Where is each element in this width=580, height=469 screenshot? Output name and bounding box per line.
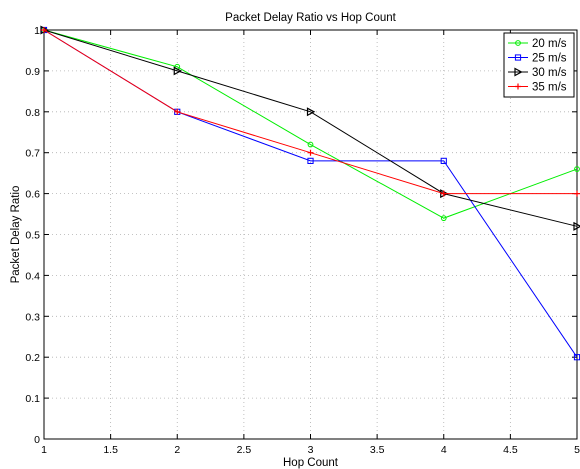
y-tick-label: 0.5 [25,230,40,242]
x-tick-label: 5 [574,444,580,456]
y-tick-label: 0.2 [25,352,40,364]
data-point [41,27,47,33]
legend-item: 20 m/s [508,38,567,50]
x-tick-label: 1.5 [103,444,118,456]
data-point [174,108,181,115]
series-line [43,29,578,219]
data-point [440,215,447,222]
data-point [514,67,523,77]
data-point [515,40,521,46]
y-tick-label: 0.8 [25,107,40,119]
data-point [573,221,580,231]
legend-label: 30 m/s [532,67,567,79]
y-tick-label: 1 [34,25,40,37]
data-point [574,166,580,172]
data-point [307,141,314,148]
x-axis-label: Hop Count [283,457,339,469]
legend-label: 35 m/s [532,82,567,94]
data-point [515,83,521,90]
grid-lines [44,30,577,439]
y-tick-label: 0.9 [25,66,40,78]
series-20-m-s [41,27,580,222]
x-tick-label: 4 [441,444,447,456]
series-line [43,29,578,227]
legend-label: 20 m/s [532,38,567,50]
series-30-m-s [40,25,580,231]
legend-label: 25 m/s [532,53,567,65]
y-tick-label: 0.3 [25,311,40,323]
data-point [306,107,316,117]
data-point [574,190,580,197]
y-tick-label: 0.6 [25,189,40,201]
legend: 20 m/s 25 m/s 30 m/s 35 m/s [503,32,575,98]
x-tick-label: 3.5 [370,444,385,456]
data-point [440,157,447,164]
x-tick-label: 2.5 [237,444,252,456]
data-series [40,25,580,361]
x-tick-label: 4.5 [503,444,518,456]
series-35-m-s [41,27,580,197]
y-tick-label: 0.1 [25,393,40,405]
axis-ticks: 1 1.5 2 2.5 3 3.5 4 4.5 5 0 0.1 0.2 0.3 0.4 0.5 0.6 0.7 0… [25,25,580,456]
y-tick-label: 0.7 [25,148,40,160]
data-point [307,157,314,164]
data-point [514,54,522,61]
y-axis-label: Packet Delay Ratio [10,186,22,284]
data-point [307,149,314,156]
data-point [440,190,447,197]
legend-item: 30 m/s [508,67,567,79]
x-tick-label: 2 [174,444,180,456]
legend-item: 35 m/s [508,82,567,94]
y-tick-label: 0 [34,434,40,446]
legend-item: 25 m/s [508,53,567,65]
data-point [173,66,183,76]
chart-title: Packet Delay Ratio vs Hop Count [225,12,396,24]
x-tick-label: 1 [41,444,47,456]
y-tick-label: 0.4 [25,270,40,282]
x-tick-label: 3 [308,444,314,456]
